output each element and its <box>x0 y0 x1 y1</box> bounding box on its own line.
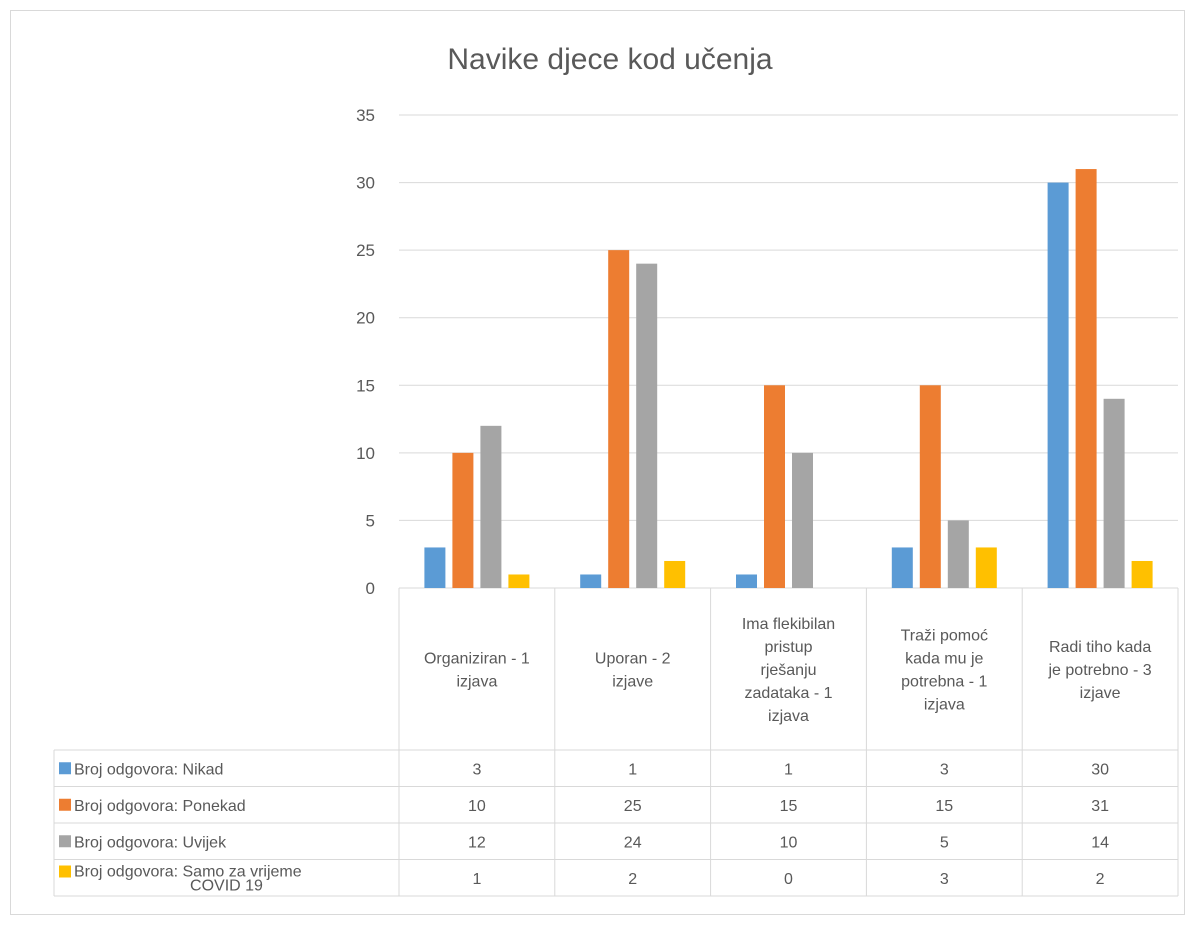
data-label: 12 <box>468 834 486 851</box>
bar <box>1131 560 1153 588</box>
y-tick-label: 35 <box>356 106 375 125</box>
category-label: potrebna - 1 <box>901 674 987 691</box>
bar <box>1075 169 1097 589</box>
category-label: Ima flekibilan <box>742 616 835 633</box>
data-label: 1 <box>472 871 481 888</box>
category-label: Traži pomoć <box>901 628 988 645</box>
data-label: 10 <box>468 798 486 815</box>
y-tick-label: 10 <box>356 444 375 463</box>
category-label: izjava <box>924 697 965 714</box>
data-label: 1 <box>784 761 793 778</box>
bar <box>1103 398 1125 588</box>
category-label: zadataka - 1 <box>744 685 832 702</box>
data-label: 15 <box>780 798 798 815</box>
category-label: izjave <box>1080 685 1121 702</box>
bar <box>1047 182 1069 589</box>
data-label: 15 <box>935 798 953 815</box>
data-table: Organiziran - 1 izjava Uporan - 2 izjave Ima… <box>53 588 1179 897</box>
series-name: Broj odgovora: Samo za vrijeme <box>74 864 302 881</box>
gridlines <box>399 114 1178 589</box>
data-label: 5 <box>940 834 949 851</box>
bar <box>452 452 474 588</box>
data-label: 3 <box>940 761 949 778</box>
data-label: 31 <box>1091 798 1109 815</box>
bar <box>508 574 530 588</box>
bar <box>764 385 785 588</box>
bar <box>480 425 502 588</box>
series-name-continued: COVID 19 <box>190 878 263 895</box>
category-label: rješanju <box>760 662 816 679</box>
data-label: 24 <box>624 834 642 851</box>
chart-frame: Navike djece kod učenja 0 5 10 15 20 25 30 35 O… <box>10 10 1185 915</box>
data-label: 2 <box>628 871 637 888</box>
bar <box>636 263 658 588</box>
category-label: izjava <box>456 674 497 691</box>
y-tick-label: 30 <box>356 174 375 193</box>
legend-key <box>59 865 71 878</box>
legend-key <box>59 835 71 848</box>
bar <box>975 547 997 588</box>
data-label: 30 <box>1091 761 1109 778</box>
category-label: pristup <box>764 639 812 656</box>
series-name: Broj odgovora: Uvijek <box>74 834 227 851</box>
legend-key <box>59 798 71 811</box>
series-name: Broj odgovora: Ponekad <box>74 798 246 815</box>
legend-key <box>59 762 71 775</box>
category-label: Radi tiho kada <box>1049 639 1151 656</box>
bar <box>608 250 630 588</box>
y-tick-label: 15 <box>356 376 375 395</box>
data-label: 14 <box>1091 834 1109 851</box>
category-label: kada mu je <box>905 651 983 668</box>
category-label: je potrebno - 3 <box>1048 662 1152 679</box>
bar <box>891 547 913 588</box>
bar <box>664 560 686 588</box>
bar <box>919 385 941 588</box>
bar <box>947 520 969 588</box>
y-tick-label: 20 <box>356 309 375 328</box>
category-label: Uporan - 2 <box>595 651 671 668</box>
bars <box>424 169 1153 589</box>
bar <box>424 547 446 588</box>
series-name: Broj odgovora: Nikad <box>74 761 223 778</box>
y-tick-label: 5 <box>366 511 375 530</box>
category-label: izjave <box>612 674 653 691</box>
data-label: 2 <box>1096 871 1105 888</box>
data-label: 25 <box>624 798 642 815</box>
y-axis: 0 5 10 15 20 25 30 35 <box>356 106 375 598</box>
data-label: 3 <box>472 761 481 778</box>
category-label: izjava <box>768 708 809 725</box>
bar <box>736 574 757 588</box>
data-label: 10 <box>780 834 798 851</box>
y-tick-label: 25 <box>356 241 375 260</box>
chart-title: Navike djece kod učenja <box>447 43 773 76</box>
bar <box>792 452 813 588</box>
category-label: Organiziran - 1 <box>424 651 530 668</box>
data-label: 1 <box>628 761 637 778</box>
data-label: 3 <box>940 871 949 888</box>
y-tick-label: 0 <box>366 579 375 598</box>
data-label: 0 <box>784 871 793 888</box>
bar <box>580 574 602 588</box>
